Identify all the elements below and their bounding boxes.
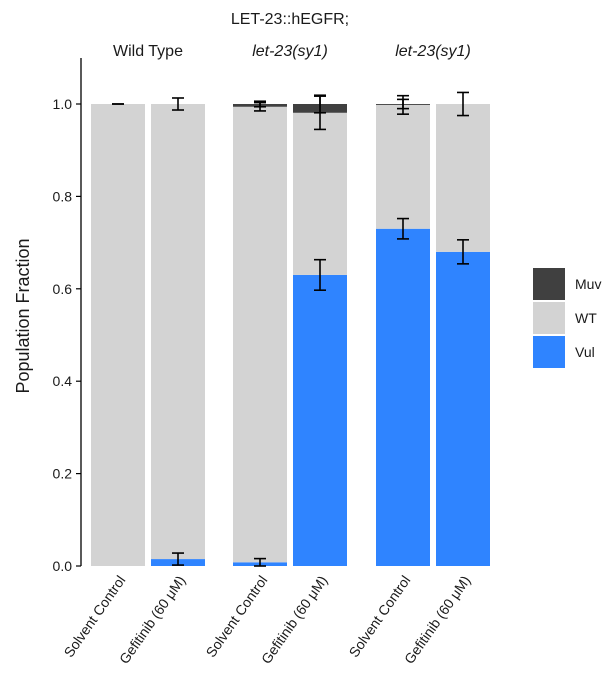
legend-label-vul: Vul bbox=[575, 344, 595, 360]
error-bars bbox=[112, 91, 469, 567]
x-tick-label: Solvent Control bbox=[345, 573, 413, 661]
bar-wt-panel1-1 bbox=[91, 104, 145, 566]
legend-label-muv: Muv bbox=[575, 276, 601, 292]
bar-vul-panel3-1 bbox=[376, 228, 430, 567]
axes: 0.0 0.2 0.4 0.6 0.8 1.0 Population Fraction bbox=[13, 58, 82, 574]
bar-wt-panel1-2 bbox=[151, 104, 205, 560]
y-tick-label: 0.6 bbox=[53, 281, 73, 297]
x-tick-label: Gefitinib (60 μM) bbox=[116, 573, 189, 667]
y-tick-label: 0.8 bbox=[53, 188, 73, 204]
bar-vul-panel2-2 bbox=[293, 274, 347, 566]
legend-swatch-wt bbox=[533, 302, 565, 334]
legend-swatch-muv bbox=[533, 268, 565, 300]
y-tick-label: 0.0 bbox=[53, 558, 73, 574]
panel-title: let-23(sy1) bbox=[395, 43, 471, 60]
legend-label-wt: WT bbox=[575, 310, 597, 326]
bars bbox=[91, 104, 490, 567]
y-tick-label: 0.2 bbox=[53, 466, 73, 482]
bar-vul-panel3-2 bbox=[436, 251, 490, 566]
x-tick-label: Solvent Control bbox=[202, 573, 270, 661]
x-tick-label: Gefitinib (60 μM) bbox=[258, 573, 331, 667]
bar-wt-panel2-2 bbox=[293, 112, 347, 275]
x-tick-label: Solvent Control bbox=[60, 573, 128, 661]
bar-wt-panel3-1 bbox=[376, 104, 430, 229]
bar-wt-panel2-1 bbox=[233, 106, 287, 563]
panel-title: let-23(sy1) bbox=[252, 43, 328, 60]
x-tick-label: Gefitinib (60 μM) bbox=[401, 573, 474, 667]
legend-swatch-vul bbox=[533, 336, 565, 368]
legend: Muv WT Vul bbox=[533, 268, 601, 368]
bar-wt-panel3-2 bbox=[436, 104, 490, 252]
panel-title: Wild Type bbox=[113, 43, 183, 60]
y-axis-label: Population Fraction bbox=[13, 238, 33, 393]
y-tick-label: 1.0 bbox=[53, 96, 73, 112]
panel-title-line: LET-23::hEGFR; bbox=[231, 11, 349, 28]
panel-titles: Wild Type LET-23::hEGFR;let-23(sy1) let-23… bbox=[113, 11, 471, 60]
y-tick-label: 0.4 bbox=[53, 373, 73, 389]
